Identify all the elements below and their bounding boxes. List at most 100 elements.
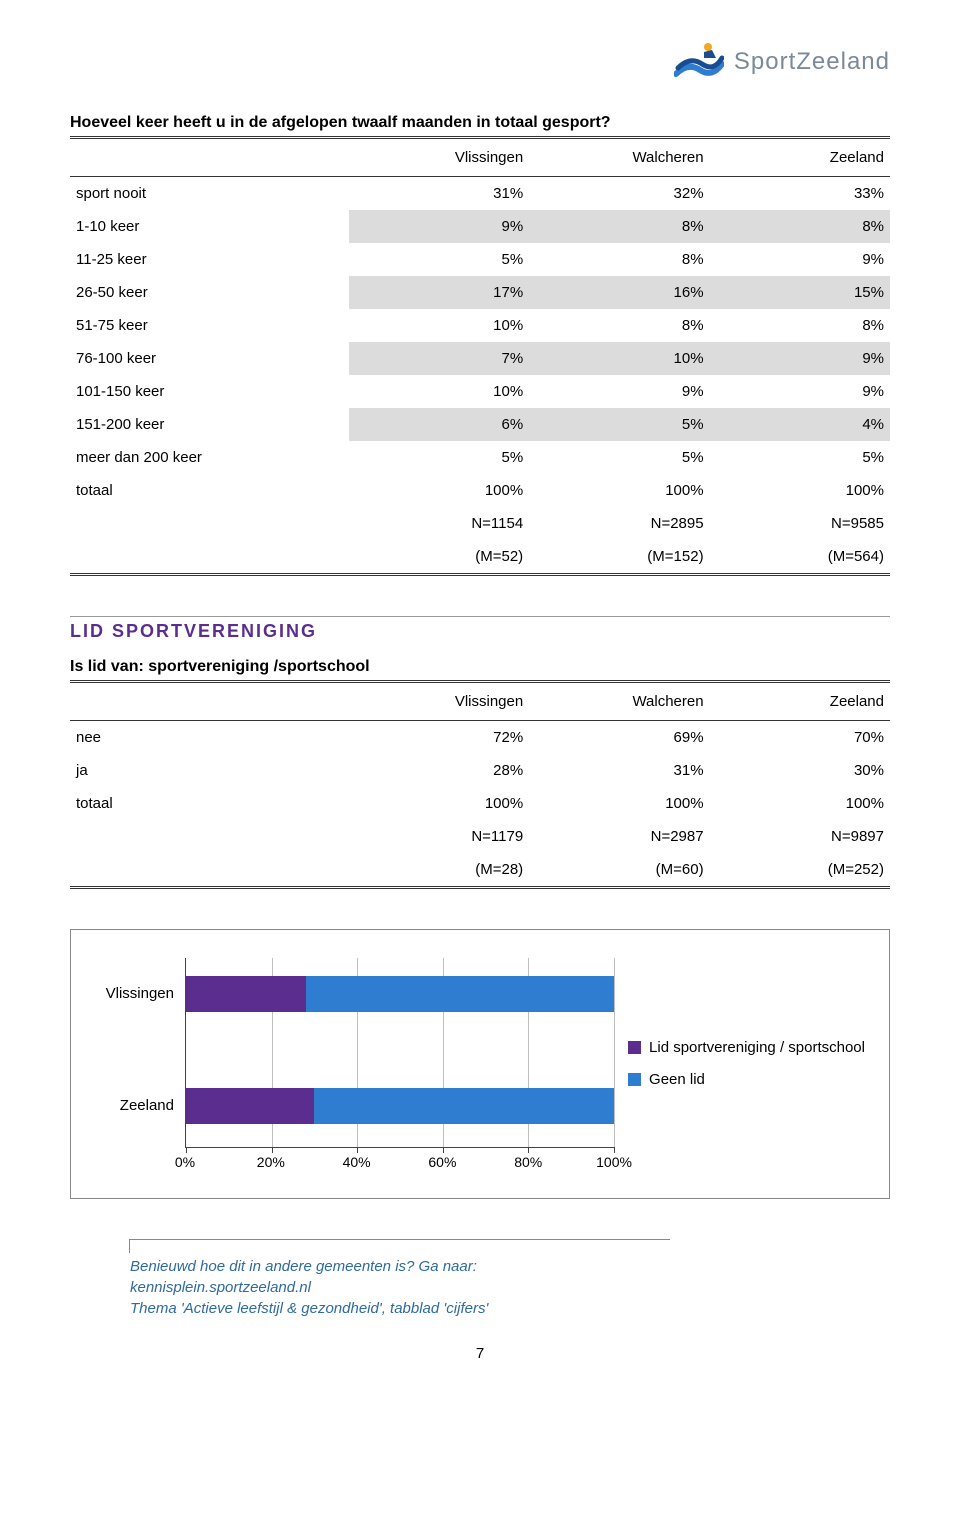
- cell: (M=152): [529, 540, 709, 573]
- chart-x-tick: 80%: [514, 1154, 542, 1170]
- th: Vlissingen: [349, 683, 529, 720]
- cell: 9%: [710, 243, 890, 276]
- rule: [70, 573, 890, 576]
- chart-x-axis: 0%20%40%60%80%100%: [185, 1154, 614, 1180]
- cell: N=1154: [349, 507, 529, 540]
- cell: 101-150 keer: [70, 375, 349, 408]
- cell: totaal: [70, 474, 349, 507]
- table-row: totaal100%100%100%: [70, 787, 890, 820]
- cell: 28%: [349, 754, 529, 787]
- cell: 9%: [529, 375, 709, 408]
- cell: nee: [70, 721, 349, 754]
- cell: (M=564): [710, 540, 890, 573]
- cell: meer dan 200 keer: [70, 441, 349, 474]
- cell: 76-100 keer: [70, 342, 349, 375]
- table-row: 76-100 keer7%10%9%: [70, 342, 890, 375]
- table1-footnotes: N=1154 N=2895 N=9585 (M=52) (M=152) (M=5…: [70, 507, 890, 573]
- cell: 16%: [529, 276, 709, 309]
- chart-bar: Zeeland: [186, 1088, 614, 1124]
- cell: 100%: [710, 474, 890, 507]
- chart-x-tick: 40%: [343, 1154, 371, 1170]
- th: Zeeland: [710, 139, 890, 176]
- cell: 100%: [349, 787, 529, 820]
- cell: 30%: [710, 754, 890, 787]
- cell: 5%: [529, 408, 709, 441]
- cell: 4%: [710, 408, 890, 441]
- section-subtitle: Is lid van: sportvereniging /sportschool: [70, 658, 890, 676]
- info-callout: Benieuwd hoe dit in andere gemeenten is?…: [130, 1239, 670, 1317]
- membership-chart: Vlissingen Zeeland 0% 20% 40% 60% 80% 100% Lid…: [70, 929, 890, 1199]
- cell: 5%: [349, 243, 529, 276]
- cell: 9%: [710, 342, 890, 375]
- callout-line: Benieuwd hoe dit in andere gemeenten is?…: [130, 1258, 670, 1275]
- table-row: nee72%69%70%: [70, 721, 890, 754]
- table-row: sport nooit31%32%33%: [70, 177, 890, 210]
- th: Walcheren: [529, 683, 709, 720]
- brand-logo: SportZeeland: [70, 40, 890, 84]
- cell: totaal: [70, 787, 349, 820]
- chart-x-tick: 20%: [257, 1154, 285, 1170]
- cell: 100%: [349, 474, 529, 507]
- table1-title: Hoeveel keer heeft u in de afgelopen twa…: [70, 114, 890, 132]
- legend-label: Lid sportvereniging / sportschool: [649, 1037, 865, 1060]
- cell: 8%: [710, 210, 890, 243]
- cell: 8%: [529, 210, 709, 243]
- cell: 7%: [349, 342, 529, 375]
- table-row: 101-150 keer10%9%9%: [70, 375, 890, 408]
- callout-line: kennisplein.sportzeeland.nl: [130, 1279, 670, 1296]
- table-row: 1-10 keer9%8%8%: [70, 210, 890, 243]
- table-row: 11-25 keer5%8%9%: [70, 243, 890, 276]
- cell: 51-75 keer: [70, 309, 349, 342]
- section-heading: LID SPORTVERENIGING: [70, 616, 890, 642]
- legend-swatch-icon: [628, 1073, 641, 1086]
- th: Walcheren: [529, 139, 709, 176]
- cell: 70%: [710, 721, 890, 754]
- table2-footnotes: N=1179 N=2987 N=9897 (M=28) (M=60) (M=25…: [70, 820, 890, 886]
- cell: [70, 820, 349, 853]
- cell: 10%: [349, 309, 529, 342]
- cell: 9%: [710, 375, 890, 408]
- cell: 8%: [710, 309, 890, 342]
- chart-bar-label: Vlissingen: [106, 976, 186, 1012]
- th: [70, 683, 349, 720]
- table-row: meer dan 200 keer5%5%5%: [70, 441, 890, 474]
- legend-swatch-icon: [628, 1041, 641, 1054]
- chart-x-tick: 100%: [596, 1154, 632, 1170]
- cell: 33%: [710, 177, 890, 210]
- cell: N=9897: [710, 820, 890, 853]
- table-row: 151-200 keer6%5%4%: [70, 408, 890, 441]
- cell: 10%: [529, 342, 709, 375]
- chart-legend: Lid sportvereniging / sportschool Geen li…: [628, 1037, 865, 1102]
- legend-item: Lid sportvereniging / sportschool: [628, 1037, 865, 1060]
- chart-bar: Vlissingen: [186, 976, 614, 1012]
- chart-x-tick: 0%: [175, 1154, 195, 1170]
- cell: N=2987: [529, 820, 709, 853]
- cell: 5%: [529, 441, 709, 474]
- cell: 11-25 keer: [70, 243, 349, 276]
- table1-body: sport nooit31%32%33%1-10 keer9%8%8%11-25…: [70, 177, 890, 507]
- logo-mark-icon: [674, 40, 724, 84]
- table-row: 51-75 keer10%8%8%: [70, 309, 890, 342]
- cell: (M=28): [349, 853, 529, 886]
- cell: 8%: [529, 243, 709, 276]
- cell: 31%: [529, 754, 709, 787]
- logo-text: SportZeeland: [734, 48, 890, 76]
- th: Vlissingen: [349, 139, 529, 176]
- chart-x-tick: 60%: [428, 1154, 456, 1170]
- page-number: 7: [70, 1345, 890, 1362]
- cell: N=9585: [710, 507, 890, 540]
- cell: 100%: [529, 474, 709, 507]
- cell: sport nooit: [70, 177, 349, 210]
- chart-plot-area: Vlissingen Zeeland: [185, 958, 614, 1148]
- legend-label: Geen lid: [649, 1069, 705, 1092]
- cell: 100%: [529, 787, 709, 820]
- cell: (M=252): [710, 853, 890, 886]
- cell: 5%: [710, 441, 890, 474]
- cell: [70, 507, 349, 540]
- cell: 69%: [529, 721, 709, 754]
- cell: 17%: [349, 276, 529, 309]
- rule: [70, 886, 890, 889]
- cell: N=2895: [529, 507, 709, 540]
- cell: 151-200 keer: [70, 408, 349, 441]
- cell: [70, 853, 349, 886]
